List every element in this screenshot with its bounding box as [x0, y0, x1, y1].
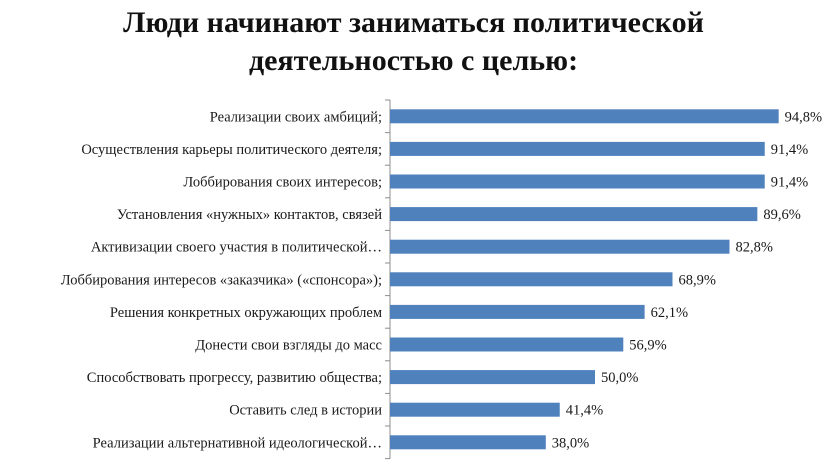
value-label: 94,8%	[785, 109, 822, 125]
chart-title-line-1: Люди начинают заниматься политической	[123, 6, 704, 39]
category-label: Решения конкретных окружающих проблем	[110, 305, 382, 321]
category-label: Оставить след в истории	[229, 403, 382, 419]
category-label: Лоббирования интересов «заказчика» («спо…	[61, 272, 382, 288]
bar	[390, 337, 624, 352]
plot-area: Реализации своих амбиций; 94,8% Осуществле…	[61, 99, 822, 460]
category-label: Активизации своего участия в политическо…	[91, 240, 382, 256]
bar	[390, 141, 765, 156]
bar	[390, 272, 673, 287]
bar	[390, 109, 779, 124]
category-label: Лоббирования своих интересов;	[183, 175, 382, 191]
category-label: Донести свои взгляды до масс	[195, 338, 382, 354]
chart-title: Люди начинают заниматься политической де…	[0, 4, 827, 80]
bar	[390, 370, 595, 385]
value-label: 50,0%	[601, 370, 638, 386]
bar	[390, 435, 546, 450]
value-label: 41,4%	[566, 403, 603, 419]
bar	[390, 174, 765, 189]
value-label: 68,9%	[678, 272, 715, 288]
category-label: Способствовать прогрессу, развитию общес…	[87, 370, 382, 386]
category-label: Установления «нужных» контактов, связей	[117, 207, 382, 223]
value-label: 56,9%	[629, 338, 666, 354]
category-label: Реализации альтернативной идеологической…	[93, 435, 382, 451]
value-label: 38,0%	[552, 435, 589, 451]
category-label: Реализации своих амбиций;	[210, 109, 382, 125]
value-label: 91,4%	[771, 142, 808, 158]
chart-title-line-2: деятельностью с целью:	[248, 44, 579, 77]
value-label: 89,6%	[763, 207, 800, 223]
value-label: 82,8%	[735, 240, 772, 256]
bar	[390, 402, 560, 417]
category-label: Осуществления карьеры политического деят…	[81, 142, 382, 158]
bar	[390, 207, 758, 222]
value-label: 91,4%	[771, 175, 808, 191]
bar	[390, 304, 645, 319]
value-label: 62,1%	[651, 305, 688, 321]
bar	[390, 239, 730, 254]
